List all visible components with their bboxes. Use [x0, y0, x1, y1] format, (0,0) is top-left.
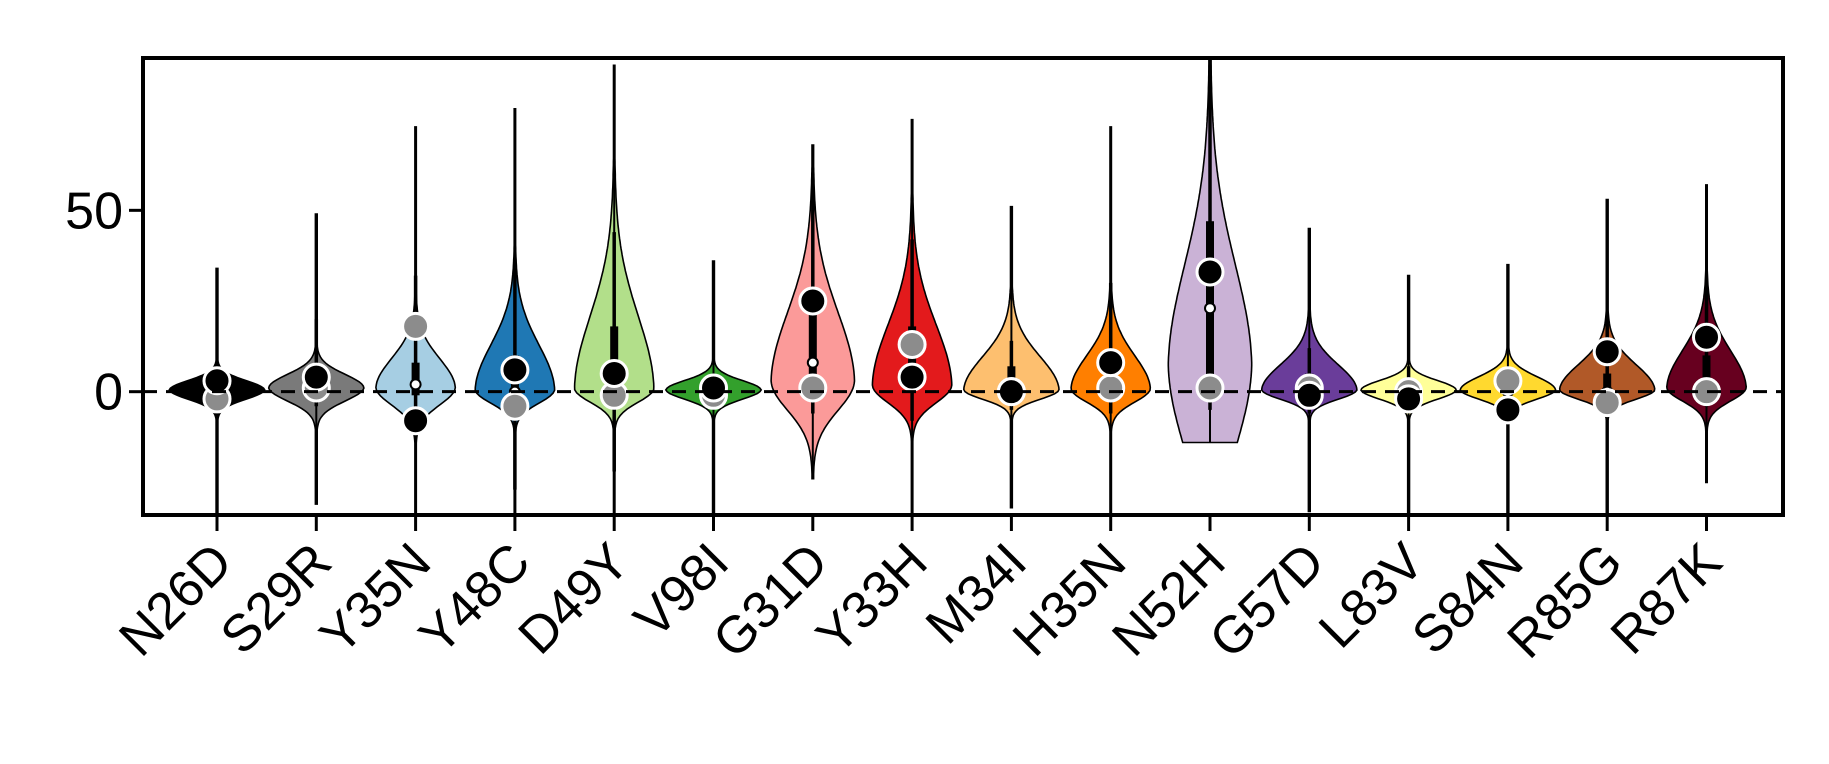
point-black-N26D	[202, 366, 232, 396]
point-gray-Y33H	[897, 330, 927, 360]
median-N52H	[1204, 302, 1216, 315]
x-tick-label-G31D: G31D	[702, 532, 839, 669]
point-black-G31D	[798, 286, 828, 316]
point-black-G57D	[1294, 380, 1324, 410]
point-gray-Y35N	[401, 311, 431, 341]
violins-layer	[168, 58, 1748, 515]
point-gray-G31D	[798, 373, 828, 403]
x-tick-label-N26D: N26D	[108, 532, 243, 667]
point-black-S29R	[301, 362, 331, 392]
point-black-N52H	[1195, 257, 1225, 287]
point-gray-Y48C	[500, 391, 530, 421]
median-Y35N	[409, 378, 422, 391]
point-black-Y33H	[897, 362, 927, 392]
x-tick-label-D49Y: D49Y	[508, 532, 641, 665]
x-tick-label-R85G: R85G	[1497, 532, 1634, 669]
point-gray-S84N	[1493, 366, 1523, 396]
plot-frame	[141, 56, 1785, 517]
point-black-R87K	[1692, 322, 1721, 352]
point-black-Y35N	[401, 406, 431, 436]
y-tick-label: 0	[94, 364, 123, 422]
y-tick-label: 50	[65, 182, 123, 240]
iqr-box-R87K	[1702, 355, 1711, 392]
x-tick-label-S29R: S29R	[210, 532, 343, 665]
y-axis: 0 50	[65, 182, 143, 422]
point-black-S84N	[1493, 395, 1523, 425]
iqr-box-R85G	[1603, 373, 1612, 396]
x-tick-label-G57D: G57D	[1199, 532, 1336, 669]
iqr-box-G31D	[808, 304, 817, 385]
point-gray-H35N	[1096, 373, 1126, 403]
box-layer	[211, 58, 1713, 515]
x-axis: N26DS29RY35NY48CD49YV98IG31DY33HM34IH35N…	[108, 515, 1733, 670]
point-black-D49Y	[599, 359, 629, 389]
point-black-L83V	[1394, 384, 1424, 414]
x-tick-label-Y35N: Y35N	[309, 532, 442, 665]
median-G31D	[806, 356, 819, 369]
point-black-V98I	[699, 373, 728, 403]
point-black-Y48C	[500, 355, 530, 385]
x-tick-label-R87K: R87K	[1600, 532, 1733, 665]
point-gray-R85G	[1592, 388, 1622, 418]
x-tick-label-Y33H: Y33H	[806, 532, 939, 665]
point-gray-N52H	[1195, 373, 1225, 403]
point-black-R85G	[1592, 337, 1622, 367]
iqr-box-N52H	[1206, 221, 1214, 381]
x-tick-label-H35N: H35N	[1002, 532, 1137, 667]
x-tick-label-Y48C: Y48C	[408, 532, 541, 665]
point-black-H35N	[1096, 348, 1126, 378]
